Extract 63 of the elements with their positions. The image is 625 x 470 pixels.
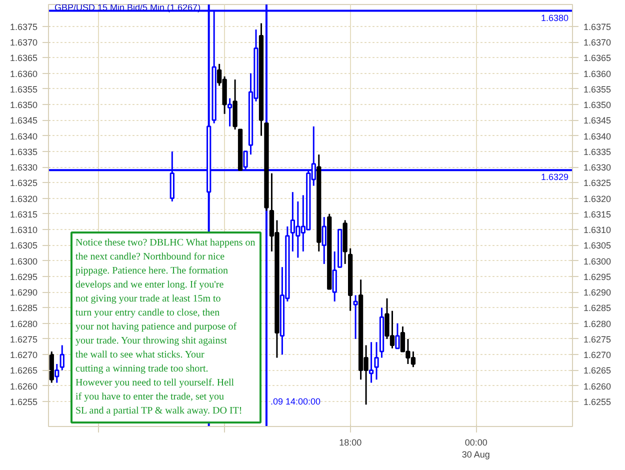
- y-tick-label: 1.6260: [10, 381, 38, 392]
- y2-tick-label: 1.6315: [584, 209, 612, 220]
- y-tick-label: 1.6315: [10, 209, 38, 220]
- y2-tick-label: 1.6365: [584, 53, 612, 64]
- y-tick-label: 1.6370: [10, 38, 38, 48]
- candlestick: [332, 250, 337, 302]
- y-tick-label: 1.6265: [10, 366, 38, 376]
- y2-tick-label: 1.6290: [584, 288, 612, 298]
- candlestick: [227, 98, 232, 128]
- candlestick: [322, 216, 326, 265]
- y2-tick-label: 1.6360: [584, 68, 612, 79]
- y2-tick-label: 1.6280: [584, 318, 612, 329]
- y2-tick-label: 1.6370: [584, 38, 612, 48]
- y-tick-label: 1.6270: [10, 350, 38, 360]
- y2-tick-label: 1.6300: [584, 256, 612, 266]
- y2-tick-label: 1.6345: [584, 116, 612, 126]
- y-tick-label: 1.6375: [10, 22, 38, 32]
- y2-tick-label: 1.6350: [584, 100, 612, 110]
- text: Notice these two? DBLHC What happens on the next candle? Northbound for nice pippage. Patience here. The formation develops and we enter long. If you're not giving your trade at least 15m to turn your entry candle to close, then your not having patience and purpose of your trade. Your throwing shit against the wall to see what sticks. Your cutting a winning trade too short. However you need to tell yourself. Hell if you have to enter the trade, set you SL and a partial TP & walk away. DO IT!: [76, 238, 256, 416]
- y2-tick-label: 1.6260: [584, 381, 612, 392]
- y-tick-label: 1.6335: [10, 146, 38, 157]
- ref-line-label: 1.6329: [540, 172, 569, 182]
- x-tick-label: 18:00: [339, 438, 362, 448]
- y-tick-label: 1.6285: [10, 303, 38, 314]
- y2-tick-label: 1.6355: [584, 84, 612, 94]
- y-tick-label: 1.6365: [10, 53, 38, 64]
- x-tick-label: 00:00 30 Aug: [462, 438, 490, 460]
- y2-tick-label: 1.6320: [584, 194, 612, 204]
- y-tick-label: 1.6305: [10, 240, 38, 251]
- y2-tick-label: 1.6340: [584, 131, 612, 142]
- candlestick: [368, 341, 374, 384]
- y2-tick-label: 1.6330: [584, 162, 612, 173]
- y-tick-label: 1.6330: [10, 162, 38, 173]
- y-tick-label: 1.6320: [10, 194, 38, 204]
- y2-tick-label: 1.6285: [584, 303, 612, 314]
- y-tick-label: 1.6345: [10, 116, 38, 126]
- candlestick: [395, 322, 400, 350]
- y-tick-label: 1.6280: [10, 318, 38, 329]
- y2-tick-label: 1.6335: [584, 146, 612, 157]
- ref-line-label: 1.6380: [540, 12, 569, 23]
- y2-tick-label: 1.6255: [584, 396, 612, 407]
- y2-tick-label: 1.6310: [584, 225, 612, 236]
- y-tick-label: 1.6360: [10, 68, 38, 79]
- ref-line-label: .09 14:00:00: [270, 396, 321, 406]
- y-tick-label: 1.6255: [10, 396, 38, 407]
- y-tick-label: 1.6300: [10, 256, 38, 266]
- y-tick-label: 1.6290: [10, 288, 38, 298]
- candlestick: [353, 294, 358, 340]
- y2-tick-label: 1.6325: [584, 178, 612, 188]
- y2-tick-label: 1.6270: [584, 350, 612, 360]
- y2-tick-label: 1.6295: [584, 272, 612, 282]
- y-tick-label: 1.6295: [10, 272, 38, 282]
- y2-tick-label: 1.6375: [584, 22, 612, 32]
- y-tick-label: 1.6275: [10, 334, 38, 344]
- y-tick-label: 1.6355: [10, 84, 38, 94]
- y-tick-label: 1.6310: [10, 225, 38, 236]
- candlestick: [374, 341, 379, 380]
- y-tick-label: 1.6340: [10, 131, 38, 142]
- y2-tick-label: 1.6275: [584, 334, 612, 344]
- y2-tick-label: 1.6305: [584, 240, 612, 251]
- y-tick-label: 1.6325: [10, 178, 38, 188]
- y2-tick-label: 1.6265: [584, 366, 612, 376]
- y-tick-label: 1.6350: [10, 100, 38, 110]
